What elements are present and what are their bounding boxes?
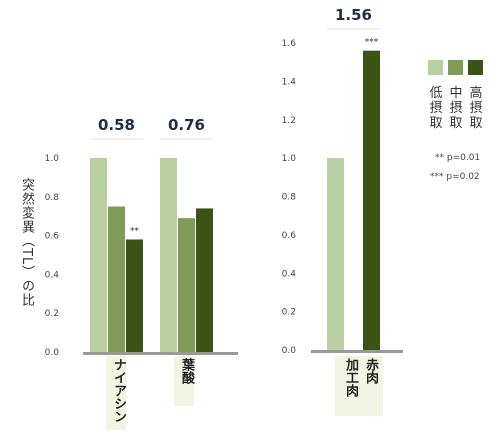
right-panel-y-tick-label-3: 0.6 xyxy=(282,231,297,241)
category-label-folate: 葉酸 xyxy=(179,358,194,384)
left-panel-bar-0-2 xyxy=(126,239,143,352)
right-panel-y-tick-label-6: 1.2 xyxy=(282,116,296,126)
right-panel-bar-0-0 xyxy=(327,158,344,350)
significance-note-2: *** p=0.02 xyxy=(430,172,480,182)
left-panel-y-tick-label-2: 0.4 xyxy=(45,270,60,280)
legend-swatch-mid xyxy=(448,60,463,75)
left-panel-y-tick-label-4: 0.8 xyxy=(45,193,60,203)
category-bg-meat xyxy=(335,356,383,416)
left-panel-top-value-1: 0.76 xyxy=(168,116,205,134)
left-panel-bar-1-0 xyxy=(160,158,177,352)
left-panel-x-axis-baseline xyxy=(83,352,238,355)
y-axis-label: 突然変異（TL）の比 xyxy=(19,178,34,308)
left-panel-y-tick-label-5: 1.0 xyxy=(45,154,60,164)
left-panel-bar-0-1 xyxy=(108,206,125,352)
right-panel-bar-0-1 xyxy=(363,50,380,351)
right-panel-x-axis-baseline xyxy=(311,350,403,353)
left-panel-significance-mark-0: ** xyxy=(130,226,140,236)
legend-label-high: 高摂取 xyxy=(469,86,483,131)
category-bg-folate xyxy=(174,356,194,406)
legend-swatch-low xyxy=(428,60,443,75)
right-panel-y-tick-label-7: 1.4 xyxy=(282,77,297,87)
category-label-processed-meat: 加工肉 xyxy=(343,358,358,397)
right-panel-y-tick-label-4: 0.8 xyxy=(282,193,297,203)
right-panel-y-tick-label-0: 0.0 xyxy=(282,346,297,356)
right-panel-y-tick-label-2: 0.4 xyxy=(282,269,297,279)
category-bg-niacin xyxy=(106,356,126,430)
significance-note-1: ** p=0.01 xyxy=(435,153,481,163)
right-panel-y-tick-label-5: 1.0 xyxy=(282,154,297,164)
right-panel-y-tick-label-1: 0.2 xyxy=(282,308,296,318)
left-panel-bar-1-2 xyxy=(196,208,213,352)
left-panel-y-tick-label-1: 0.2 xyxy=(45,309,59,319)
left-panel-top-value-0: 0.58 xyxy=(98,116,135,134)
category-label-red-meat: 赤肉 xyxy=(363,358,378,384)
right-panel-significance-mark-0: *** xyxy=(365,38,379,48)
right-panel-y-tick-label-8: 1.6 xyxy=(282,39,297,49)
left-panel-y-tick-label-3: 0.6 xyxy=(45,232,60,242)
legend-swatch-high xyxy=(468,60,483,75)
category-label-niacin: ナイアシン xyxy=(111,358,126,423)
left-panel-bar-0-0 xyxy=(90,158,107,352)
legend-label-mid: 中摂取 xyxy=(449,86,463,131)
left-panel-bar-1-1 xyxy=(178,218,195,352)
legend-label-low: 低摂取 xyxy=(429,86,443,131)
left-panel-y-tick-label-0: 0.0 xyxy=(45,348,60,358)
right-panel-top-value-0: 1.56 xyxy=(335,6,372,24)
